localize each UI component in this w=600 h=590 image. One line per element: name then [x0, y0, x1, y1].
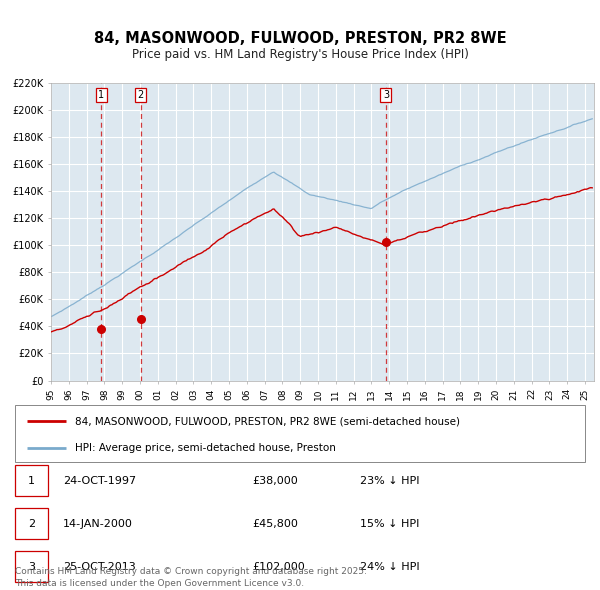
- Text: 1: 1: [28, 476, 35, 486]
- Bar: [15, 508, 48, 539]
- Text: 23% ↓ HPI: 23% ↓ HPI: [360, 476, 419, 486]
- Text: 25-OCT-2013: 25-OCT-2013: [63, 562, 136, 572]
- Text: HPI: Average price, semi-detached house, Preston: HPI: Average price, semi-detached house,…: [75, 442, 336, 453]
- Text: 3: 3: [383, 90, 389, 100]
- Text: 14-JAN-2000: 14-JAN-2000: [63, 519, 133, 529]
- Text: 3: 3: [28, 562, 35, 572]
- Text: 15% ↓ HPI: 15% ↓ HPI: [360, 519, 419, 529]
- Text: £45,800: £45,800: [252, 519, 298, 529]
- Bar: [15, 465, 48, 496]
- Text: 24-OCT-1997: 24-OCT-1997: [63, 476, 136, 486]
- Text: £38,000: £38,000: [252, 476, 298, 486]
- Text: 2: 2: [137, 90, 144, 100]
- Text: Contains HM Land Registry data © Crown copyright and database right 2025.
This d: Contains HM Land Registry data © Crown c…: [15, 567, 367, 588]
- Text: 24% ↓ HPI: 24% ↓ HPI: [360, 562, 419, 572]
- Text: 84, MASONWOOD, FULWOOD, PRESTON, PR2 8WE (semi-detached house): 84, MASONWOOD, FULWOOD, PRESTON, PR2 8WE…: [75, 416, 460, 426]
- Bar: [15, 405, 585, 461]
- Text: 1: 1: [98, 90, 104, 100]
- Text: 84, MASONWOOD, FULWOOD, PRESTON, PR2 8WE: 84, MASONWOOD, FULWOOD, PRESTON, PR2 8WE: [94, 31, 506, 46]
- Text: Price paid vs. HM Land Registry's House Price Index (HPI): Price paid vs. HM Land Registry's House …: [131, 48, 469, 61]
- Text: 2: 2: [28, 519, 35, 529]
- Text: £102,000: £102,000: [252, 562, 305, 572]
- Bar: [15, 552, 48, 582]
